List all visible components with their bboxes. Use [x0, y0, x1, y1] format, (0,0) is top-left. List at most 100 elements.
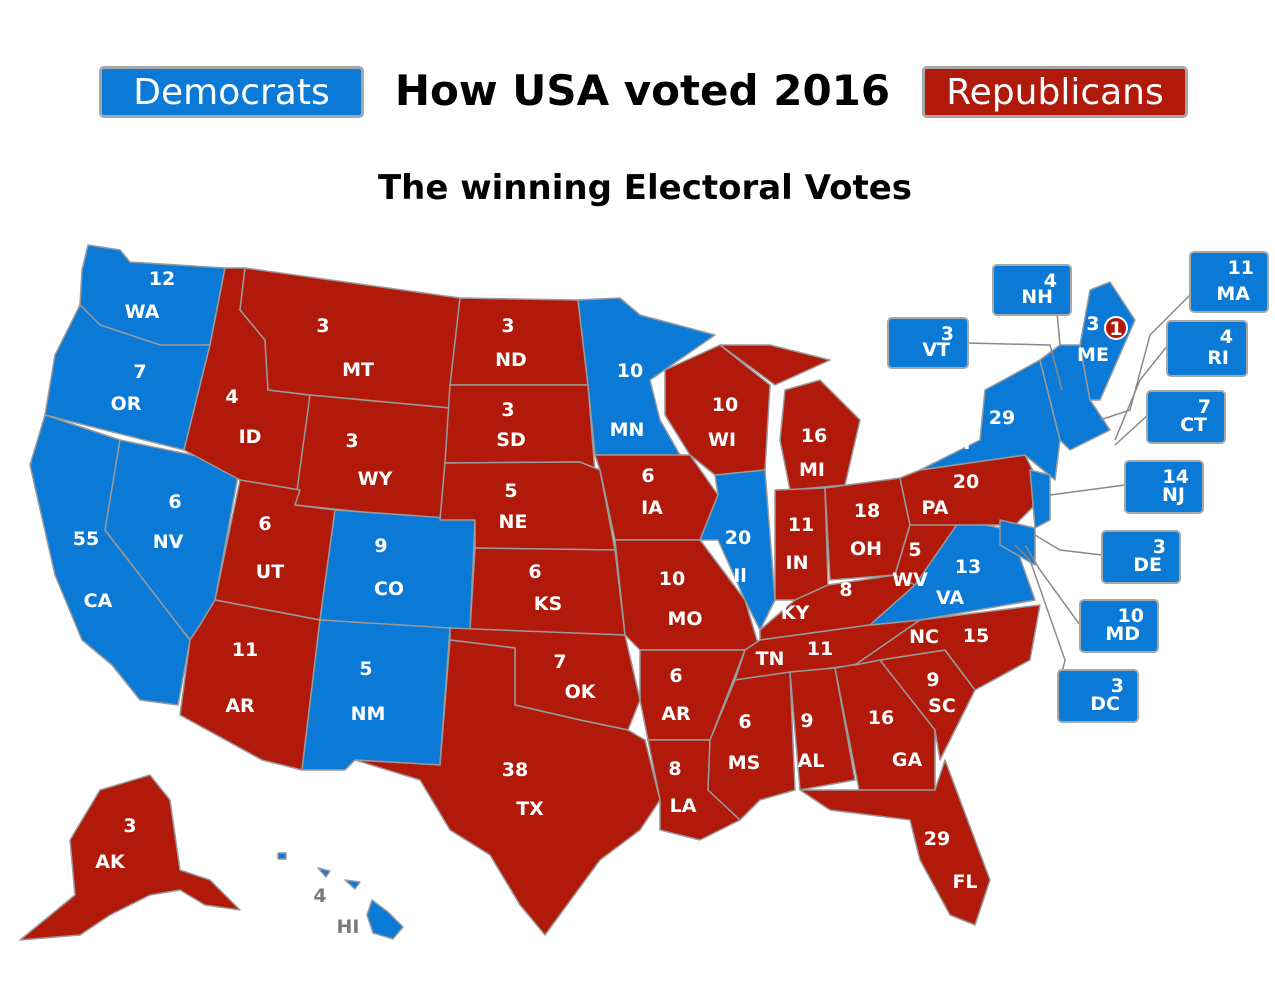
- callout-ri[interactable]: 4RI: [1166, 320, 1248, 377]
- callout-dc-votes: 3: [1111, 675, 1124, 697]
- state-il[interactable]: [699, 469, 776, 631]
- map-subtitle: The winning Electoral Votes: [377, 168, 913, 208]
- state-mt-abbr: MT: [342, 359, 374, 381]
- maine-split-votes: 1: [1109, 318, 1122, 340]
- state-az-abbr: AR: [225, 695, 255, 717]
- callout-dc[interactable]: 3DC: [1057, 669, 1139, 723]
- state-nd[interactable]: [449, 297, 589, 386]
- state-ga-votes: 16: [868, 707, 894, 729]
- state-hi-abbr: HI: [337, 916, 360, 938]
- state-hi[interactable]: [277, 852, 404, 940]
- state-ok-votes: 7: [553, 651, 566, 673]
- state-oh-abbr: OH: [850, 538, 882, 560]
- state-sd-votes: 3: [501, 399, 514, 421]
- state-al-votes: 9: [800, 710, 813, 732]
- state-co[interactable]: [319, 509, 476, 631]
- state-in-abbr: IN: [786, 552, 809, 574]
- state-ca-votes: 55: [73, 528, 99, 550]
- state-mo-votes: 10: [659, 568, 685, 590]
- state-wa-abbr: WA: [125, 301, 160, 323]
- state-ms[interactable]: [707, 671, 796, 821]
- callout-ct[interactable]: 7CT: [1146, 390, 1226, 444]
- state-co-abbr: CO: [374, 578, 404, 600]
- state-mi-votes: 16: [801, 425, 827, 447]
- state-mi-abbr: MI: [799, 459, 825, 481]
- state-ca-abbr: CA: [84, 590, 113, 612]
- state-wa-votes: 12: [149, 268, 175, 290]
- state-nd-abbr: ND: [495, 349, 527, 371]
- state-mt-votes: 3: [316, 315, 329, 337]
- callout-vt-votes: 3: [941, 323, 954, 345]
- state-tx-abbr: TX: [516, 798, 544, 820]
- state-ms-abbr: MS: [728, 752, 761, 774]
- state-mn[interactable]: [577, 297, 716, 456]
- state-nm-abbr: NM: [351, 703, 386, 725]
- callout-nh[interactable]: 4NH: [992, 264, 1072, 316]
- state-id-votes: 4: [225, 386, 238, 408]
- state-oh[interactable]: [824, 477, 911, 581]
- callout-ct-votes: 7: [1198, 396, 1211, 418]
- state-fl[interactable]: [799, 759, 991, 926]
- state-wv-votes: 5: [908, 539, 921, 561]
- state-de-md[interactable]: [999, 519, 1036, 566]
- callout-nh-votes: 4: [1044, 270, 1057, 292]
- state-ak[interactable]: [19, 774, 241, 941]
- state-ut-votes: 6: [258, 513, 271, 535]
- state-tx[interactable]: [354, 639, 661, 936]
- state-mt[interactable]: [239, 267, 461, 409]
- callout-vt[interactable]: 3VT: [887, 317, 969, 369]
- map-title: How USA voted 2016: [394, 66, 891, 115]
- state-fl-votes: 29: [924, 828, 950, 850]
- state-wy[interactable]: [294, 394, 451, 521]
- state-mn-votes: 10: [617, 360, 643, 382]
- callout-ri-abbr: RI: [1207, 347, 1229, 369]
- state-ks-votes: 6: [528, 561, 541, 583]
- state-ia-votes: 6: [641, 465, 654, 487]
- callout-de-abbr: DE: [1133, 554, 1162, 576]
- state-in[interactable]: [774, 487, 829, 601]
- callout-nj-votes: 14: [1163, 466, 1189, 488]
- state-al-abbr: AL: [798, 750, 825, 772]
- state-fl-abbr: FL: [952, 871, 977, 893]
- state-nc-votes: 15: [963, 625, 989, 647]
- state-tn-abbr: TN: [756, 648, 785, 670]
- state-ky-votes: 8: [839, 579, 852, 601]
- callout-dc-abbr: DC: [1090, 693, 1120, 715]
- state-az[interactable]: [179, 599, 321, 771]
- state-mn-abbr: MN: [610, 419, 645, 441]
- state-or-votes: 7: [133, 361, 146, 383]
- callout-md-abbr: MD: [1105, 623, 1140, 645]
- state-sc-abbr: SC: [928, 695, 956, 717]
- state-sc-votes: 9: [926, 669, 939, 691]
- state-wi-votes: 10: [712, 394, 738, 416]
- state-oh-votes: 18: [854, 500, 880, 522]
- state-ny-votes: 29: [989, 407, 1015, 429]
- state-mo-abbr: MO: [667, 608, 702, 630]
- state-ut-abbr: UT: [256, 561, 284, 583]
- state-wy-abbr: WY: [358, 468, 393, 490]
- state-la-abbr: LA: [670, 795, 697, 817]
- state-me[interactable]: [1079, 281, 1136, 401]
- state-al[interactable]: [789, 667, 856, 791]
- state-pa-abbr: PA: [922, 497, 949, 519]
- state-nm[interactable]: [301, 619, 451, 771]
- state-nj[interactable]: [1029, 469, 1051, 529]
- callout-ri-votes: 4: [1220, 326, 1233, 348]
- callout-de[interactable]: 3DE: [1101, 530, 1181, 584]
- callout-ma[interactable]: 11 MA: [1189, 251, 1269, 313]
- democrats-legend-button: Democrats: [99, 66, 364, 118]
- state-nd-votes: 3: [501, 315, 514, 337]
- state-va-abbr: VA: [936, 587, 964, 609]
- state-ks[interactable]: [469, 547, 626, 636]
- state-il-abbr: Il: [733, 565, 747, 587]
- state-ne-abbr: NE: [499, 511, 528, 533]
- callout-nh-abbr: NH: [1021, 286, 1053, 308]
- state-ny-abbr: NY: [944, 432, 974, 454]
- state-ia-abbr: IA: [641, 497, 663, 519]
- state-or-abbr: OR: [111, 393, 142, 415]
- state-nc[interactable]: [854, 604, 1041, 691]
- state-la-votes: 8: [668, 758, 681, 780]
